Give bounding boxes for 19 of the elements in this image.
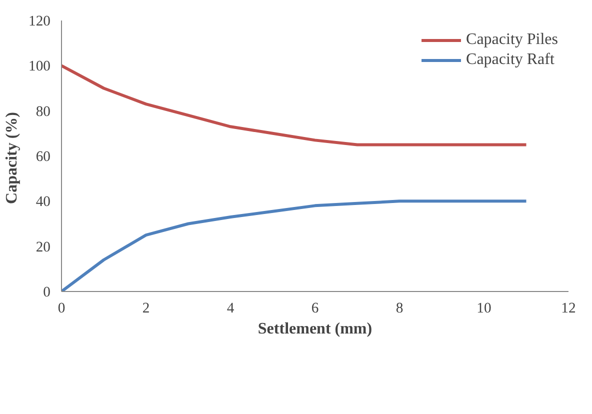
y-axis-title: Capacity (%)	[4, 112, 21, 204]
x-tick-label: 2	[142, 300, 150, 316]
x-axis-title: Settlement (mm)	[258, 320, 372, 338]
x-tick-label: 8	[396, 300, 404, 316]
x-tick-label: 4	[226, 300, 235, 316]
legend-label: Capacity Piles	[466, 31, 558, 49]
x-tick-label: 0	[58, 300, 66, 316]
x-tick-label: 12	[561, 300, 576, 316]
y-tick-label: 0	[43, 284, 50, 300]
x-tick-label: 10	[476, 300, 492, 316]
y-tick-label: 20	[36, 239, 50, 256]
x-tick-label: 6	[311, 300, 319, 316]
y-tick-label: 40	[36, 194, 50, 210]
y-tick-label: 60	[36, 149, 50, 165]
line-series	[62, 200, 528, 292]
y-tick-label: 80	[36, 104, 50, 120]
legend-label: Capacity Raft	[466, 51, 554, 69]
y-tick-label: 120	[28, 14, 50, 30]
y-tick-label: 100	[28, 58, 50, 75]
